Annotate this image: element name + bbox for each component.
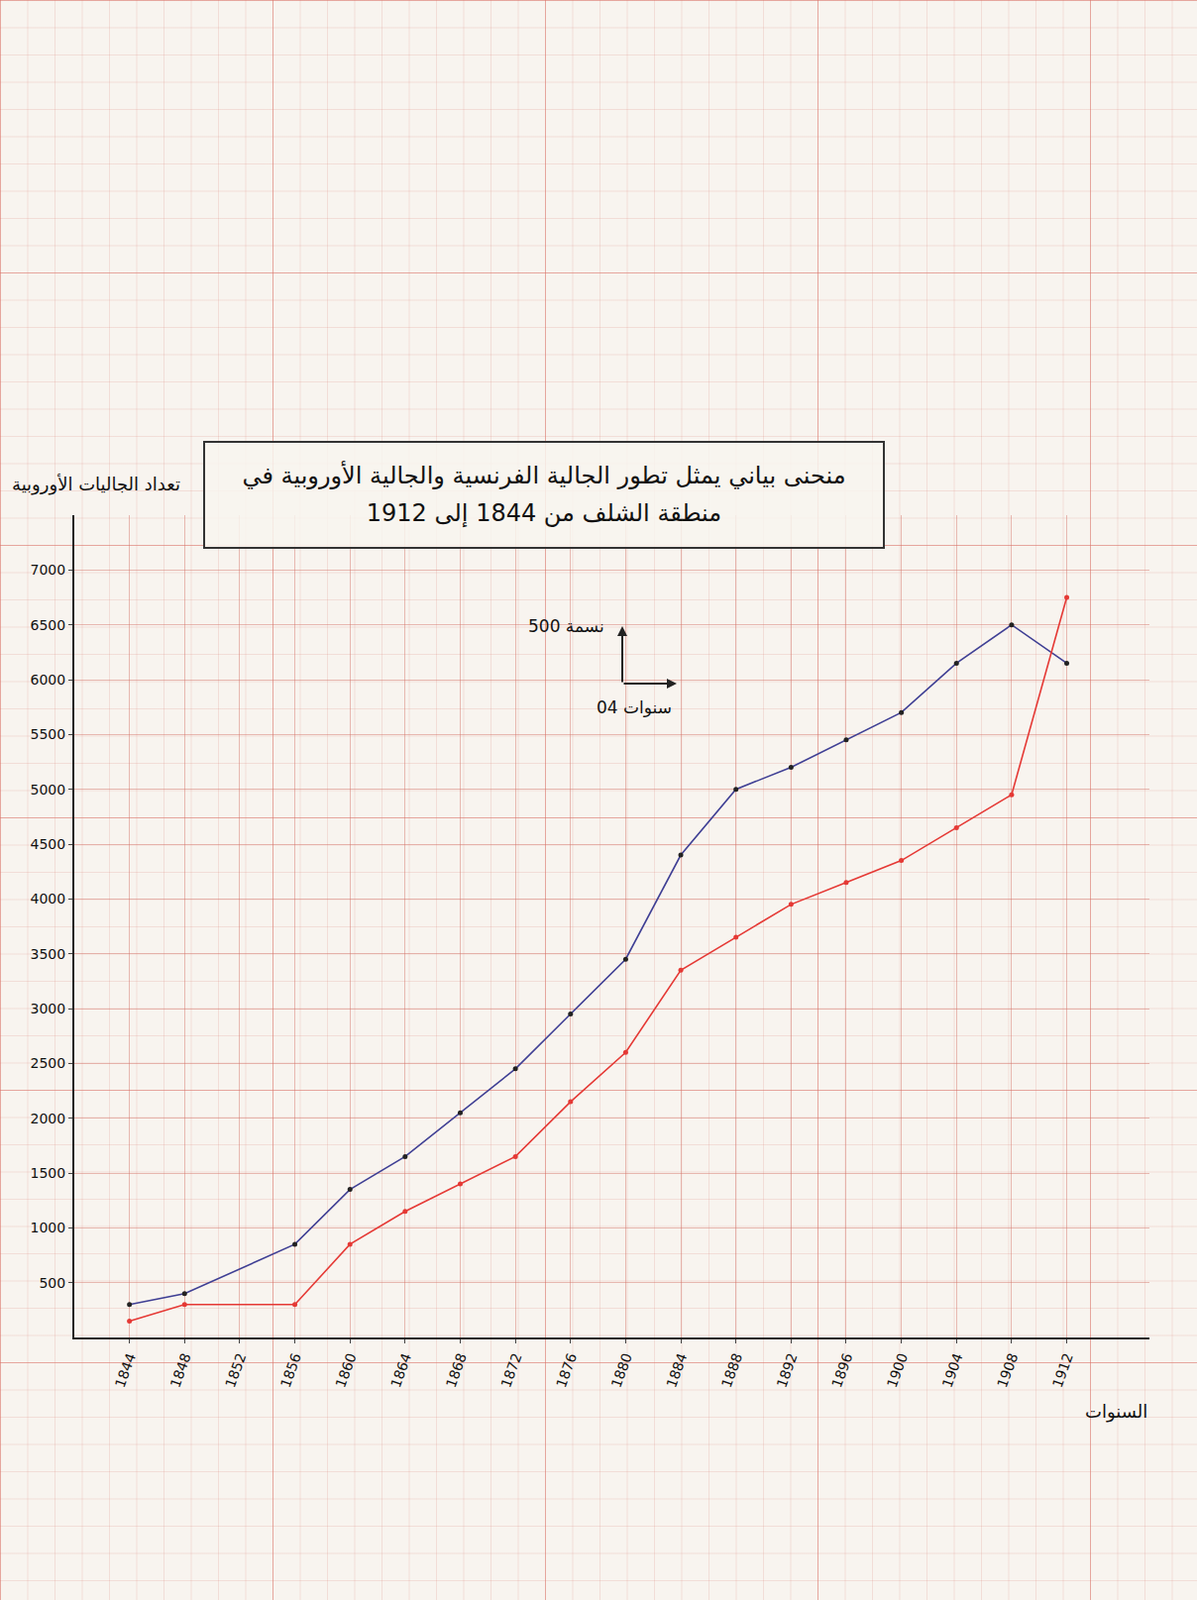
html-text:منحنى بياني يمثل تطور الجالية: منحنى بياني يمثل تطور الجالية الفرنسية و… <box>242 461 846 528</box>
svg-text:1896: 1896 <box>828 1351 856 1391</box>
svg-text:1856: 1856 <box>277 1351 305 1391</box>
svg-text:4000: 4000 <box>30 890 67 907</box>
svg-text:1844: 1844 <box>111 1351 139 1391</box>
svg-text:4500: 4500 <box>30 836 67 853</box>
svg-text:تعداد الجاليات الأوروبية: تعداد الجاليات الأوروبية <box>11 473 181 496</box>
svg-text:السنوات: السنوات <box>1085 1401 1148 1423</box>
svg-text:1880: 1880 <box>608 1351 636 1391</box>
svg-text:7000: 7000 <box>30 561 67 578</box>
svg-text:3500: 3500 <box>30 946 67 963</box>
svg-text:1892: 1892 <box>773 1351 801 1391</box>
svg-text:1876: 1876 <box>552 1351 580 1391</box>
svg-text:5000: 5000 <box>30 781 67 798</box>
svg-text:1852: 1852 <box>221 1351 249 1391</box>
svg-text:1868: 1868 <box>442 1351 470 1391</box>
svg-text:1848: 1848 <box>166 1351 194 1391</box>
svg-text:500: 500 <box>38 1275 66 1292</box>
svg-text:5500: 5500 <box>30 726 67 743</box>
svg-text:04 سنوات: 04 سنوات <box>596 697 672 718</box>
svg-text:1908: 1908 <box>993 1351 1021 1391</box>
svg-text:1860: 1860 <box>331 1351 359 1391</box>
svg-text:1912: 1912 <box>1049 1351 1077 1391</box>
svg-text:1888: 1888 <box>718 1351 746 1391</box>
svg-text:1864: 1864 <box>387 1351 415 1391</box>
svg-text:3000: 3000 <box>30 1000 67 1017</box>
svg-text:2500: 2500 <box>30 1055 67 1072</box>
svg-text:1900: 1900 <box>883 1351 911 1391</box>
svg-text:6500: 6500 <box>30 617 67 634</box>
svg-text:2000: 2000 <box>30 1110 67 1127</box>
svg-text:1000: 1000 <box>30 1219 67 1236</box>
svg-text:1872: 1872 <box>497 1351 525 1391</box>
svg-text:6000: 6000 <box>30 671 67 688</box>
svg-text:1904: 1904 <box>938 1351 966 1391</box>
svg-text:500 نسمة: 500 نسمة <box>528 616 605 637</box>
svg-text:1884: 1884 <box>662 1351 690 1391</box>
svg-text:1500: 1500 <box>30 1165 67 1182</box>
